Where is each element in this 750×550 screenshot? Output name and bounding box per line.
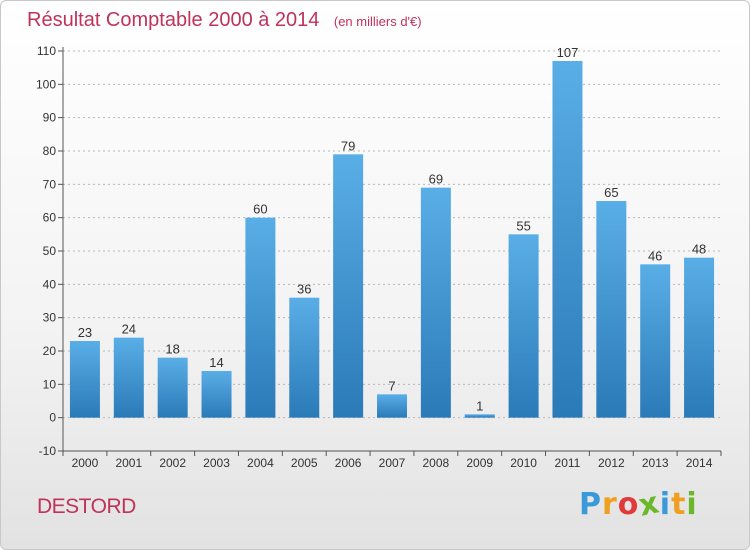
- bar-2010: [508, 234, 539, 418]
- chart-unit-label: (en milliers d'€): [333, 14, 422, 29]
- chart-title: Résultat Comptable 2000 à 2014: [27, 9, 320, 31]
- data-label-2012: 65: [604, 185, 618, 200]
- data-label-2014: 48: [692, 242, 706, 257]
- y-tick-label: 80: [43, 144, 57, 158]
- bar-2001: [113, 337, 144, 418]
- logo-letter: i: [659, 487, 672, 522]
- data-labels: 23 24 18 14 60 36 79 7 69 1 55 107 65 46 48: [78, 45, 707, 413]
- y-tick-label: 50: [43, 244, 57, 258]
- bar-2009: [464, 414, 495, 418]
- bar-2005: [289, 297, 320, 418]
- bar-2002: [157, 357, 188, 418]
- title-row: Résultat Comptable 2000 à 2014 (en milli…: [27, 9, 422, 32]
- data-label-2010: 55: [516, 218, 530, 233]
- data-label-2009: 1: [476, 398, 483, 413]
- bar-2000: [69, 341, 100, 418]
- bar-2013: [640, 264, 671, 418]
- bar-2004: [245, 217, 276, 418]
- y-tick-label: 20: [43, 344, 57, 358]
- y-tick-label: 30: [43, 311, 57, 325]
- bars: [69, 61, 715, 418]
- logo-letter: P: [579, 487, 602, 522]
- logo-letter: r: [602, 487, 618, 522]
- x-tick-label: 2003: [203, 456, 230, 470]
- x-tick-label: 2006: [335, 456, 362, 470]
- proxiti-logo[interactable]: Proxiti: [579, 485, 698, 523]
- x-tick-label: 2013: [642, 456, 669, 470]
- x-tick-label: 2002: [159, 456, 186, 470]
- bar-2008: [420, 187, 451, 418]
- bar-2011: [552, 61, 583, 418]
- data-label-2013: 46: [648, 248, 662, 263]
- y-tick-label: 40: [43, 277, 57, 291]
- data-label-2000: 23: [78, 325, 92, 340]
- data-label-2002: 18: [165, 342, 179, 357]
- data-label-2011: 107: [557, 45, 579, 60]
- y-tick-label: 70: [43, 177, 57, 191]
- bar-2012: [596, 201, 627, 418]
- data-label-2005: 36: [297, 282, 311, 297]
- x-tick-label: 2010: [510, 456, 537, 470]
- x-tick-label: 2000: [72, 456, 99, 470]
- y-tick-label: 10: [43, 377, 57, 391]
- y-tick-label: -10: [39, 444, 57, 458]
- bar-2014: [684, 257, 715, 418]
- x-tick-label: 2012: [598, 456, 625, 470]
- y-tick-label: 110: [37, 44, 56, 58]
- data-label-2003: 14: [209, 355, 223, 370]
- x-tick-label: 2014: [686, 456, 713, 470]
- y-tick-label: 100: [36, 77, 56, 91]
- x-tick-label: 2005: [291, 456, 318, 470]
- data-label-2006: 79: [341, 138, 355, 153]
- y-tick-label: 60: [43, 211, 57, 225]
- logo-letter: o: [617, 487, 640, 522]
- data-label-2001: 24: [122, 322, 136, 337]
- y-tick-label: 90: [43, 111, 57, 125]
- logo-letter: i: [686, 487, 698, 522]
- bar-2003: [201, 371, 232, 418]
- data-label-2004: 60: [253, 202, 267, 217]
- x-tick-label: 2001: [115, 456, 142, 470]
- x-tick-label: 2009: [466, 456, 493, 470]
- bar-2007: [377, 394, 407, 418]
- x-tick-label: 2011: [555, 456, 581, 470]
- logo-letter: t: [671, 487, 687, 522]
- x-tick-label: 2008: [423, 456, 450, 470]
- x-tick-label: 2007: [379, 456, 406, 470]
- commune-name: DESTORD: [37, 495, 136, 518]
- bar-2006: [333, 154, 364, 418]
- axes: -10 0 10 20 30 40 50 60 70 80 90 100 110 2000 2001 2002…: [36, 44, 722, 470]
- data-label-2007: 7: [388, 378, 395, 393]
- x-tick-label: 2004: [247, 456, 274, 470]
- data-label-2008: 69: [429, 172, 443, 187]
- y-tick-label: 0: [49, 411, 56, 425]
